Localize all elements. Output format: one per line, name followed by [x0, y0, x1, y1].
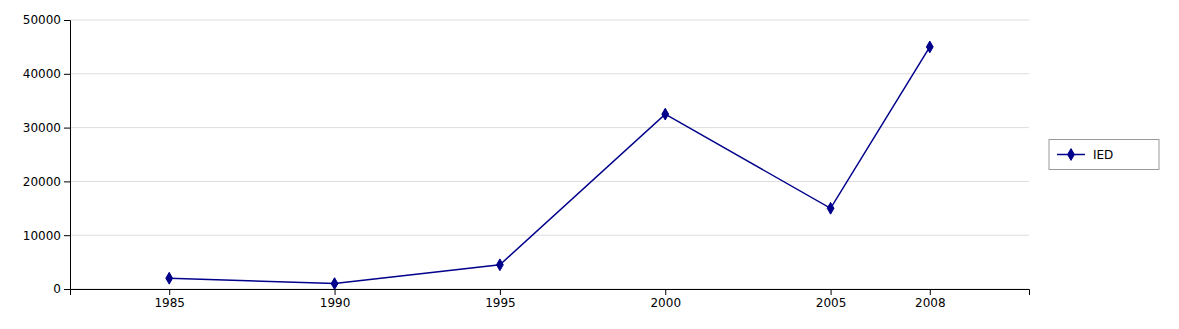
y-tick: 20000 — [23, 175, 70, 189]
grid-line — [70, 127, 1029, 128]
legend: IED — [1049, 140, 1159, 170]
y-tick-label: 10000 — [23, 229, 61, 243]
x-tick-mark — [831, 289, 832, 295]
legend-label: IED — [1093, 148, 1113, 162]
chart-svg: 1985 1990 1995 2000 2005 2008 0 10000 20000 30000… — [0, 0, 1179, 329]
y-tick-label: 20000 — [23, 175, 61, 189]
x-tick-label: 2008 — [915, 296, 946, 310]
chart-container: 1985 1990 1995 2000 2005 2008 0 10000 20000 30000… — [0, 0, 1179, 329]
series-marker — [331, 278, 338, 289]
plot: 1985 1990 1995 2000 2005 2008 0 10000 20000 30000… — [23, 13, 1159, 309]
grid — [70, 20, 1029, 289]
grid-line — [70, 20, 1029, 21]
y-tick: 0 — [53, 282, 70, 296]
y-tick-mark — [64, 181, 70, 182]
x-tick: 2000 — [650, 289, 681, 310]
x-tick: 1985 — [154, 289, 185, 310]
y-tick-mark — [64, 20, 70, 21]
y-tick-label: 0 — [53, 282, 61, 296]
x-tick-label: 1995 — [485, 296, 516, 310]
series-group — [166, 41, 933, 289]
y-tick: 50000 — [23, 13, 70, 27]
x-tick-label: 1985 — [154, 296, 185, 310]
x-tick-mark — [500, 289, 501, 295]
y-tick-mark — [64, 235, 70, 236]
series-line — [169, 47, 930, 284]
x-tick: 2008 — [915, 289, 946, 310]
grid-line — [70, 73, 1029, 74]
x-tick-label: 2005 — [816, 296, 847, 310]
grid-line — [70, 235, 1029, 236]
x-tick: 1990 — [320, 289, 351, 310]
x-tick-mark — [335, 289, 336, 295]
y-tick: 10000 — [23, 229, 70, 243]
y-tick-mark — [64, 128, 70, 129]
x-axis: 1985 1990 1995 2000 2005 2008 — [71, 289, 1030, 310]
y-tick-label: 50000 — [23, 13, 61, 27]
x-tick-label: 2000 — [650, 296, 681, 310]
legend-marker — [1068, 149, 1075, 161]
x-tick-mark — [169, 289, 170, 295]
x-tick-mark — [930, 289, 931, 295]
y-tick-mark — [64, 74, 70, 75]
x-tick-label: 1990 — [320, 296, 351, 310]
series-marker — [926, 41, 933, 53]
y-tick: 30000 — [23, 121, 70, 135]
y-tick-label: 30000 — [23, 121, 61, 135]
x-axis-line — [71, 290, 1030, 296]
series-marker — [166, 272, 173, 284]
y-axis: 0 10000 20000 30000 40000 50000 — [23, 13, 71, 296]
y-tick-mark — [64, 289, 70, 290]
grid-line — [70, 181, 1029, 182]
y-tick-label: 40000 — [23, 67, 61, 81]
x-tick-mark — [665, 289, 666, 295]
y-axis-line — [64, 21, 71, 290]
x-tick: 2005 — [816, 289, 847, 310]
y-tick: 40000 — [23, 67, 70, 81]
series-marker — [827, 202, 834, 214]
x-tick: 1995 — [485, 289, 516, 310]
series-marker — [662, 108, 669, 120]
legend-box — [1049, 140, 1159, 170]
series-marker — [496, 259, 503, 271]
